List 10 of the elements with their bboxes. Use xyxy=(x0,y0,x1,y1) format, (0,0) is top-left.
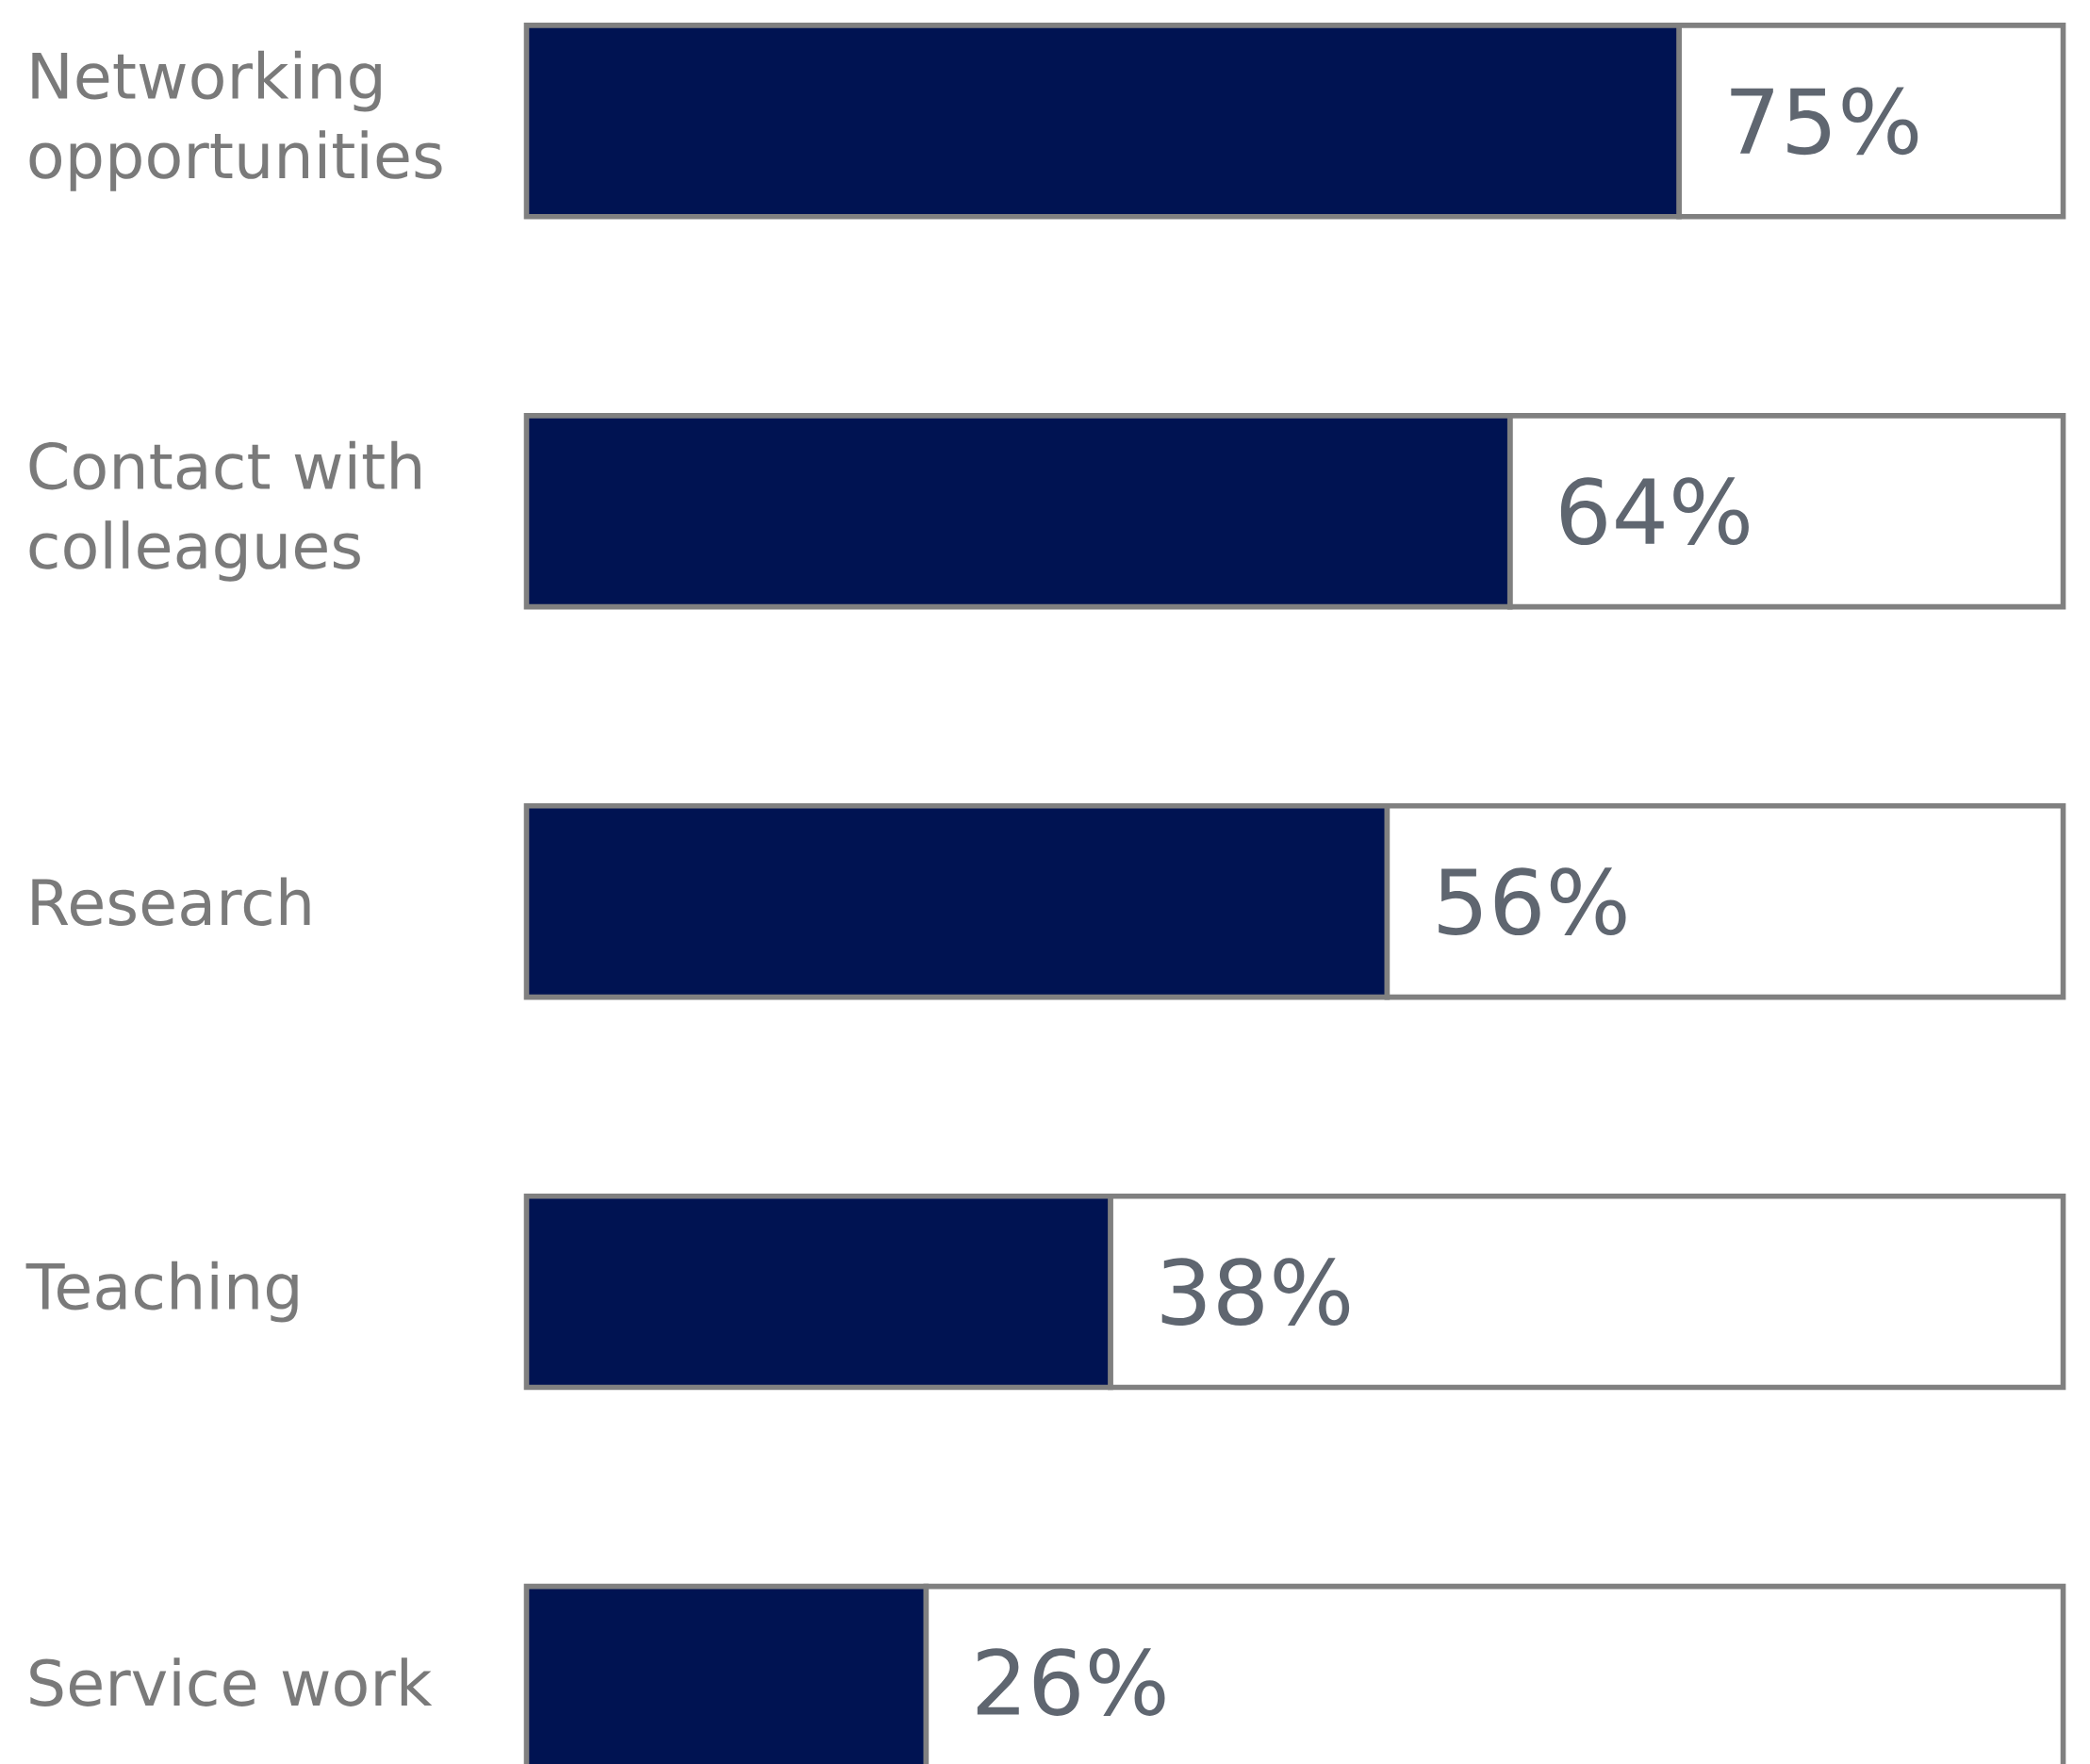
y-tick-label: Networking opportunities xyxy=(29,50,442,191)
data-label: 75% xyxy=(1731,87,1918,156)
data-label: 38% xyxy=(1161,1258,1350,1326)
y-tick-label: Service work xyxy=(30,1657,433,1706)
y-tick-label: Research xyxy=(32,877,310,927)
data-label: 56% xyxy=(1439,867,1626,936)
y-tick-label: Contact with colleagues xyxy=(29,440,420,582)
y-tick-label: Teaching xyxy=(25,1261,298,1323)
data-label: 26% xyxy=(977,1648,1165,1716)
data-label: 64% xyxy=(1560,477,1749,546)
